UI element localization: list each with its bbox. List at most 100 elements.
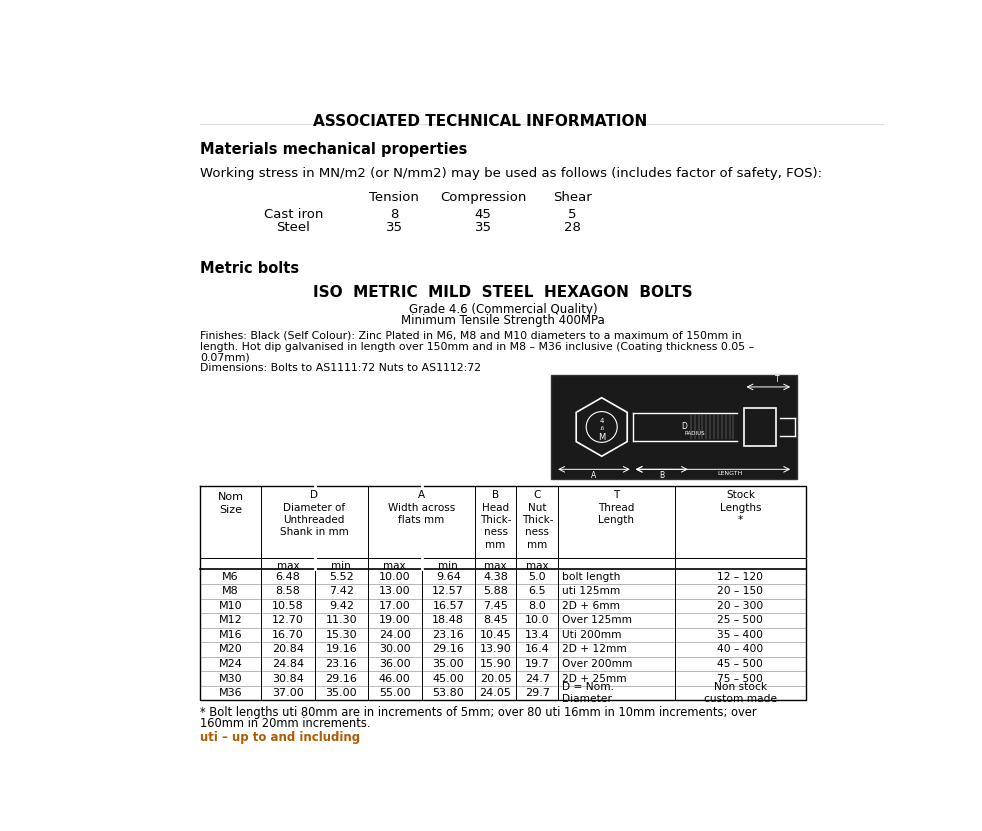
Text: bolt length: bolt length [562,572,621,582]
Text: 7.45: 7.45 [483,601,508,611]
Text: 55.00: 55.00 [379,688,410,698]
Text: 9.42: 9.42 [329,601,354,611]
Text: Tension: Tension [369,190,419,204]
Text: 45: 45 [474,208,492,220]
Text: Nom
Size: Nom Size [217,493,244,515]
Text: LENGTH: LENGTH [717,471,742,476]
Text: M8: M8 [222,586,239,596]
Text: .6: .6 [599,426,604,431]
Text: 12.70: 12.70 [272,615,303,625]
Text: 8.58: 8.58 [275,586,300,596]
Text: 19.16: 19.16 [325,644,357,655]
Text: A: A [591,471,597,479]
Text: 2D + 25mm: 2D + 25mm [562,673,627,684]
Text: 20.05: 20.05 [479,673,512,684]
Bar [743,408,776,446]
Text: Over 125mm: Over 125mm [562,615,632,625]
Bar [551,376,797,479]
Text: M: M [598,433,605,442]
Text: 4: 4 [600,418,604,424]
Text: 9.64: 9.64 [436,572,461,582]
Text: T: T [776,375,780,384]
Text: Finishes: Black (Self Colour): Zinc Plated in M6, M8 and M10 diameters to a maxi: Finishes: Black (Self Colour): Zinc Plat… [200,331,741,341]
Text: 28: 28 [564,221,580,234]
Text: Working stress in MN/m2 (or N/mm2) may be used as follows (includes factor of sa: Working stress in MN/m2 (or N/mm2) may b… [200,168,822,180]
Text: 16.57: 16.57 [432,601,464,611]
Text: Cast iron: Cast iron [263,208,323,220]
Text: 23.16: 23.16 [432,630,464,640]
Text: max: max [526,561,549,571]
Text: 19.00: 19.00 [379,615,410,625]
Text: 29.7: 29.7 [524,688,550,698]
Text: 8: 8 [390,208,398,220]
Text: 13.00: 13.00 [379,586,410,596]
Text: 35 – 400: 35 – 400 [718,630,763,640]
Text: 11.30: 11.30 [325,615,357,625]
Text: max: max [484,561,507,571]
Text: Grade 4.6 (Commercial Quality): Grade 4.6 (Commercial Quality) [409,303,598,316]
Text: 19.7: 19.7 [525,659,550,669]
Text: 4.38: 4.38 [483,572,508,582]
Text: 7.42: 7.42 [329,586,354,596]
Text: RADIUS: RADIUS [684,430,705,435]
Text: 25 – 500: 25 – 500 [718,615,763,625]
Text: 40 – 400: 40 – 400 [717,644,764,655]
Text: Over 200mm: Over 200mm [562,659,632,669]
Text: A
Width across
flats mm: A Width across flats mm [388,490,455,525]
Text: Materials mechanical properties: Materials mechanical properties [200,142,467,157]
Text: 10.00: 10.00 [379,572,410,582]
Text: 20.84: 20.84 [272,644,303,655]
Text: 0.07mm): 0.07mm) [200,352,250,362]
Text: 37.00: 37.00 [272,688,303,698]
Text: * Bolt lengths uti 80mm are in increments of 5mm; over 80 uti 16mm in 10mm incre: * Bolt lengths uti 80mm are in increment… [200,706,757,720]
Text: 10.45: 10.45 [479,630,512,640]
Text: 2D + 12mm: 2D + 12mm [562,644,627,655]
Text: 160mm in 20mm increments.: 160mm in 20mm increments. [200,717,371,730]
Text: 24.00: 24.00 [379,630,410,640]
Text: 15.90: 15.90 [479,659,512,669]
Text: 30.84: 30.84 [272,673,303,684]
Text: T
Thread
Length: T Thread Length [598,490,634,525]
Text: 8.45: 8.45 [483,615,508,625]
Text: 20 – 300: 20 – 300 [717,601,764,611]
Text: 6.48: 6.48 [275,572,300,582]
Text: 10.0: 10.0 [525,615,550,625]
Text: B
Head
Thick-
ness
mm: B Head Thick- ness mm [480,490,512,550]
Text: 6.5: 6.5 [528,586,546,596]
Text: 12 – 120: 12 – 120 [718,572,763,582]
Text: 45.00: 45.00 [432,673,464,684]
Text: 29.16: 29.16 [325,673,357,684]
Text: 5.88: 5.88 [483,586,508,596]
Text: Steel: Steel [276,221,310,234]
Text: M36: M36 [219,688,243,698]
Text: M20: M20 [219,644,243,655]
Text: ASSOCIATED TECHNICAL INFORMATION: ASSOCIATED TECHNICAL INFORMATION [312,114,647,129]
Text: 36.00: 36.00 [379,659,410,669]
Text: Compression: Compression [440,190,526,204]
Text: M16: M16 [219,630,243,640]
Text: max: max [277,561,300,571]
Text: 13.90: 13.90 [479,644,512,655]
Text: 24.7: 24.7 [524,673,550,684]
Text: uti – up to and including: uti – up to and including [200,731,360,744]
Text: C
Nut
Thick-
ness
mm: C Nut Thick- ness mm [521,490,553,550]
Text: max: max [383,561,407,571]
Text: uti 125mm: uti 125mm [562,586,621,596]
Text: 2D + 6mm: 2D + 6mm [562,601,621,611]
Text: length. Hot dip galvanised in length over 150mm and in M8 – M36 inclusive (Coati: length. Hot dip galvanised in length ove… [200,342,754,352]
Text: Minimum Tensile Strength 400MPa: Minimum Tensile Strength 400MPa [402,314,605,327]
Text: Dimensions: Bolts to AS1111:72 Nuts to AS1112:72: Dimensions: Bolts to AS1111:72 Nuts to A… [200,363,481,373]
Text: Non stock
custom made: Non stock custom made [704,682,777,704]
Text: 45 – 500: 45 – 500 [718,659,763,669]
Text: 35.00: 35.00 [325,688,357,698]
Text: 24.84: 24.84 [272,659,303,669]
Text: 23.16: 23.16 [325,659,357,669]
Text: D
Diameter of
Unthreaded
Shank in mm: D Diameter of Unthreaded Shank in mm [280,490,349,538]
Text: B: B [659,471,664,479]
Text: 30.00: 30.00 [379,644,410,655]
Text: 29.16: 29.16 [432,644,464,655]
Text: D = Nom.
Diameter: D = Nom. Diameter [562,682,614,704]
Text: M10: M10 [219,601,243,611]
Text: 17.00: 17.00 [379,601,410,611]
Text: ISO  METRIC  MILD  STEEL  HEXAGON  BOLTS: ISO METRIC MILD STEEL HEXAGON BOLTS [313,284,693,299]
